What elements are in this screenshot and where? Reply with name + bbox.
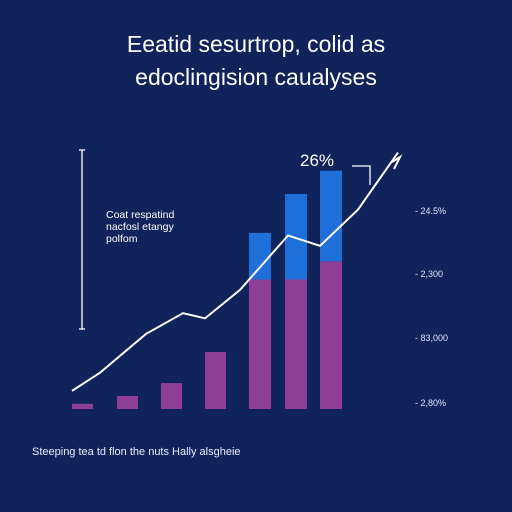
bar-3-segment-1 bbox=[161, 383, 182, 409]
chart-title: Eeatid sesurtrop, colid as edoclingision… bbox=[0, 28, 512, 94]
right-tick-label-3: - 83,000 bbox=[415, 333, 448, 343]
side-note-line-2: nacfosl etangy bbox=[106, 221, 174, 233]
bars-group bbox=[72, 170, 342, 409]
bar-2-segment-1 bbox=[117, 396, 138, 409]
bar-7-segment-3 bbox=[320, 170, 342, 195]
trend-arrow-head bbox=[391, 154, 403, 170]
bar-6-segment-1 bbox=[285, 279, 307, 409]
bar-5-segment-2 bbox=[249, 232, 271, 280]
footer-caption: Steeping tea td flon the nuts Hally alsg… bbox=[32, 446, 241, 458]
bar-5-segment-1 bbox=[249, 279, 271, 409]
right-tick-label-2: - 2,300 bbox=[415, 269, 443, 279]
right-tick-labels: - 24.5% - 2,300 - 83,000 - 2,80% bbox=[415, 206, 448, 408]
annotation-leader bbox=[352, 165, 371, 185]
bar-7-segment-1 bbox=[320, 261, 342, 409]
side-note-line-3: polfom bbox=[106, 233, 138, 245]
bar-6-segment-2 bbox=[285, 194, 307, 280]
bar-1-segment-1 bbox=[72, 403, 93, 409]
chart-title-line-1: Eeatid sesurtrop, colid as bbox=[126, 31, 386, 57]
right-tick-label-1: - 24.5% bbox=[415, 206, 446, 216]
chart-title-line-2: edoclingision caualyses bbox=[135, 64, 377, 90]
trend-line bbox=[71, 152, 399, 392]
right-tick-label-4: - 2,80% bbox=[415, 398, 446, 408]
annotation-26-percent: 26% bbox=[300, 151, 334, 170]
bar-4-segment-1 bbox=[205, 352, 226, 409]
side-note-line-1: Coat respatind bbox=[106, 209, 174, 221]
bar-7-segment-2 bbox=[320, 194, 342, 262]
